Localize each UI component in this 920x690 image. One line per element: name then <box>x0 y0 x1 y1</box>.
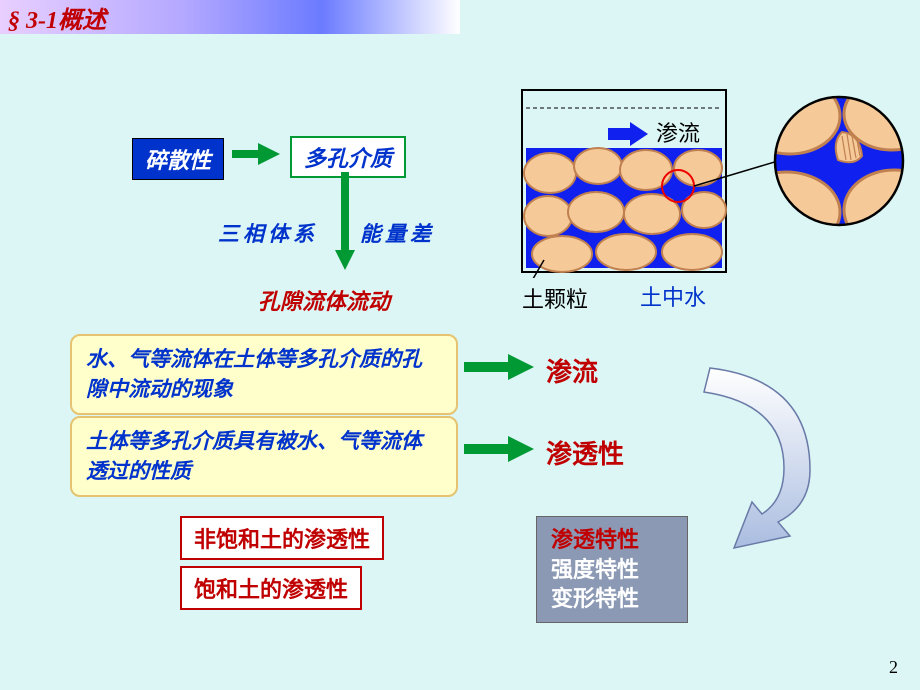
zoom-circle <box>772 94 906 233</box>
diagram-soil-label: 土颗粒 <box>522 282 588 314</box>
prop-line-1: 渗透特性 <box>551 525 673 555</box>
arrow-down-1 <box>333 172 357 277</box>
definition-box-1: 水、气等流体在土体等多孔介质的孔隙中流动的现象 <box>70 334 458 415</box>
definition-box-2: 土体等多孔介质具有被水、气等流体透过的性质 <box>70 416 458 497</box>
caption-energy-diff: 能量差 <box>360 218 435 248</box>
title-permeability: 渗透性 <box>546 434 624 471</box>
page-number: 2 <box>889 657 898 678</box>
caption-three-phase: 三相体系 <box>218 218 318 248</box>
text-pore-flow: 孔隙流体流动 <box>258 284 390 316</box>
title-seepage: 渗流 <box>546 352 598 389</box>
prop-line-3: 变形特性 <box>551 584 673 614</box>
header-title: § 3-1概述 <box>8 0 106 35</box>
slide-header: § 3-1概述 <box>0 0 460 34</box>
arrow-top-1 <box>228 140 284 173</box>
properties-box: 渗透特性 强度特性 变形特性 <box>536 516 688 623</box>
box-fragmented: 碎散性 <box>132 138 224 180</box>
box-saturated: 饱和土的渗透性 <box>180 566 362 610</box>
diagram-seepage-label: 渗流 <box>656 116 700 148</box>
diagram-water-label: 土中水 <box>640 280 706 312</box>
box-unsaturated: 非饱和土的渗透性 <box>180 516 384 560</box>
prop-line-2: 强度特性 <box>551 555 673 585</box>
arrow-to-permeability <box>462 434 538 469</box>
arrow-to-seepage <box>462 352 538 387</box>
